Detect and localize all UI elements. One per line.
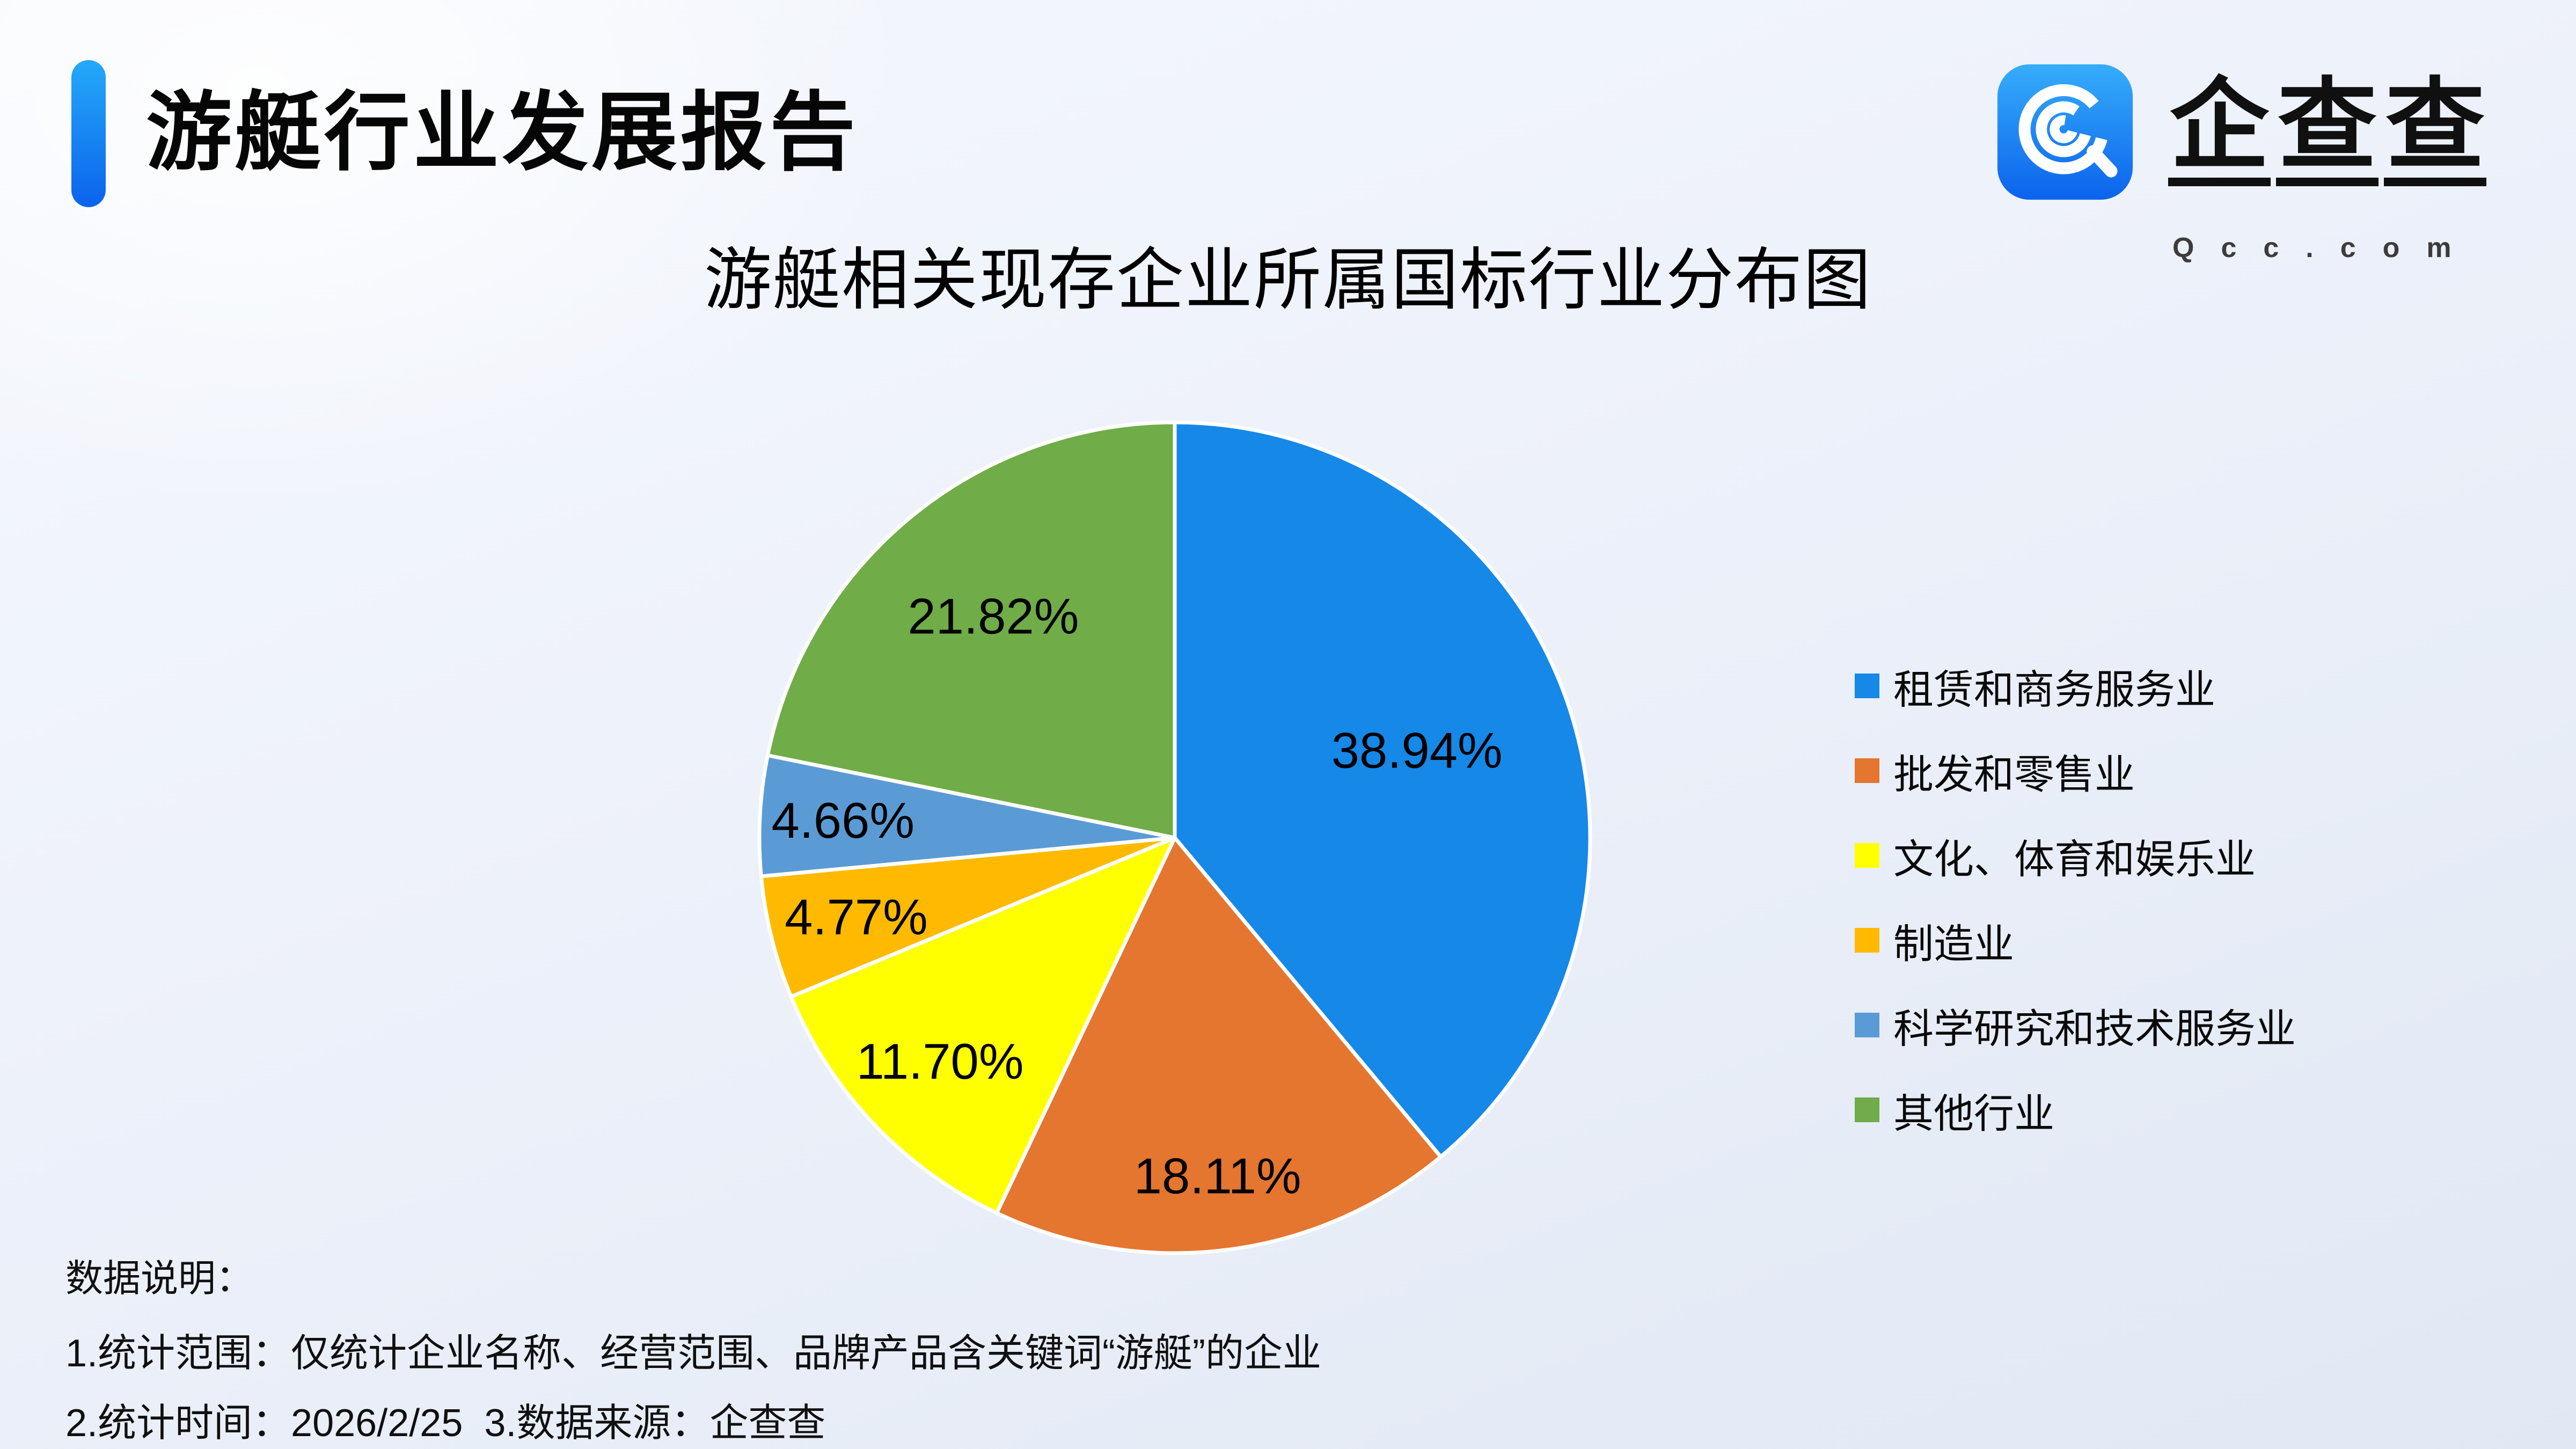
- qcc-logo-char: 企: [2168, 75, 2271, 186]
- legend-item: 其他行业: [1855, 1086, 2296, 1136]
- page-title: 游艇行业发展报告: [146, 84, 859, 180]
- qcc-spiral-icon: [1997, 64, 2133, 200]
- legend-label: 科学研究和技术服务业: [1893, 1006, 2296, 1051]
- pie-slice-0: [1173, 420, 1592, 1159]
- legend-label: 批发和零售业: [1893, 751, 2135, 797]
- legend-color-swatch: [1855, 674, 1879, 698]
- legend-color-swatch: [1855, 1013, 1879, 1037]
- qcc-logo-text: 企查查: [2168, 56, 2492, 195]
- legend-color-swatch: [1855, 928, 1879, 953]
- legend-item: 科学研究和技术服务业: [1855, 1001, 2296, 1051]
- chart-title: 游艇相关现存企业所属国标行业分布图: [704, 242, 1872, 318]
- pie-slice-5: [765, 420, 1177, 840]
- pie-chart: 38.94% 18.11% 11.70% 4.77% 4.66% 21.82%: [735, 398, 1615, 1278]
- pie-slice-label-1: 18.11%: [1134, 1148, 1301, 1204]
- qcc-logo-domain: Qcc.com: [2172, 232, 2478, 264]
- notes-line-1: 1.统计范围：仅统计企业名称、经营范围、品牌产品含关键词“游艇”的企业: [65, 1332, 1322, 1375]
- chart-legend: 租赁和商务服务业 批发和零售业 文化、体育和娱乐业 制造业 科学研究和技术服务业…: [1855, 662, 2296, 1136]
- pie-slice-3: [759, 836, 1177, 999]
- legend-item: 租赁和商务服务业: [1855, 662, 2296, 712]
- pie-svg: 38.94% 18.11% 11.70% 4.77% 4.66% 21.82%: [757, 420, 1592, 1255]
- notes-line-2: 2.统计时间：2026/2/25 3.数据来源：企查查: [65, 1402, 826, 1445]
- legend-color-swatch: [1855, 843, 1879, 868]
- legend-item: 批发和零售业: [1855, 747, 2296, 797]
- legend-color-swatch: [1855, 1097, 1879, 1122]
- legend-item: 文化、体育和娱乐业: [1855, 832, 2296, 882]
- legend-label: 制造业: [1893, 921, 2015, 967]
- pie-slice-label-3: 4.77%: [785, 889, 928, 945]
- pie-slice-4: [757, 753, 1177, 879]
- title-accent-bar: [71, 60, 106, 207]
- pie-slice-2: [789, 836, 1177, 1215]
- notes-heading: 数据说明：: [65, 1257, 253, 1299]
- pie-slice-label-5: 21.82%: [908, 588, 1079, 645]
- pie-slice-label-2: 11.70%: [857, 1033, 1024, 1089]
- qcc-logo-char: 查: [2276, 75, 2379, 186]
- pie-slice-1: [994, 836, 1443, 1255]
- legend-color-swatch: [1855, 758, 1879, 783]
- qcc-logo: 企查查 Qcc.com: [1995, 62, 2505, 264]
- legend-label: 其他行业: [1893, 1091, 2055, 1136]
- legend-item: 制造业: [1855, 917, 2296, 967]
- pie-slice-label-4: 4.66%: [771, 792, 914, 848]
- legend-label: 租赁和商务服务业: [1893, 667, 2216, 712]
- pie-slice-label-0: 38.94%: [1331, 722, 1503, 779]
- legend-label: 文化、体育和娱乐业: [1893, 836, 2256, 882]
- qcc-logo-char: 查: [2384, 75, 2486, 186]
